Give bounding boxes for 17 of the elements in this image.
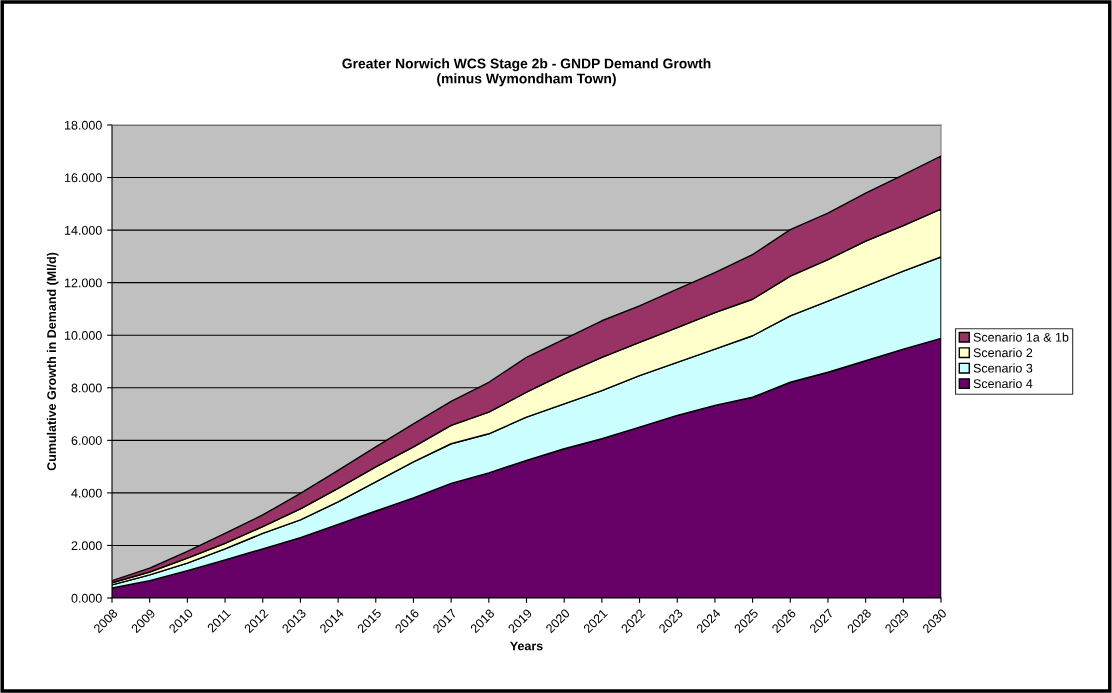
legend-label: Scenario 4 [973, 378, 1033, 389]
chart-title: Greater Norwich WCS Stage 2b - GNDP Demand Growth (minus Wymondham Town) [342, 58, 711, 87]
legend-label: Scenario 1a & 1b [973, 332, 1069, 342]
y-tick-label: 14.000 [65, 225, 102, 235]
y-tick-label: 12.000 [65, 278, 102, 288]
legend-label: Scenario 2 [973, 347, 1033, 358]
y-tick-label: 8.000 [71, 383, 102, 393]
legend-label: Scenario 3 [973, 363, 1033, 373]
y-tick-label: 0.000 [71, 593, 102, 603]
y-tick-label: 6.000 [71, 436, 102, 445]
y-tick-label: 16.000 [65, 173, 102, 183]
y-tick-label: 18.000 [65, 120, 102, 130]
x-axis-title: Years [510, 641, 543, 651]
y-tick-label: 4.000 [71, 488, 102, 498]
y-tick-label: 10.000 [65, 331, 102, 340]
y-axis-title: Cumulative Growth in Demand (Ml/d) [46, 252, 59, 471]
y-tick-label: 2.000 [71, 541, 102, 551]
